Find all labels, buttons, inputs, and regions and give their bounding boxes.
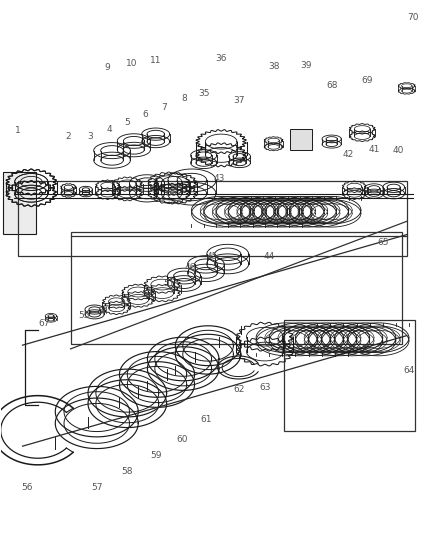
Text: 6: 6 (142, 110, 148, 119)
Text: 7: 7 (162, 102, 167, 111)
Text: 63: 63 (259, 383, 271, 392)
Text: 10: 10 (126, 59, 138, 68)
Text: 38: 38 (268, 62, 279, 71)
Text: 61: 61 (200, 415, 212, 424)
Text: 69: 69 (362, 76, 373, 85)
Text: 51: 51 (163, 279, 174, 288)
Text: 67: 67 (39, 319, 50, 328)
Text: 3: 3 (87, 132, 93, 141)
Text: 2: 2 (66, 132, 71, 141)
Text: 58: 58 (122, 467, 133, 475)
Text: 4: 4 (107, 125, 113, 134)
FancyBboxPatch shape (3, 172, 35, 233)
Text: 55: 55 (78, 311, 89, 320)
Text: 36: 36 (215, 54, 227, 62)
Text: 64: 64 (403, 366, 415, 375)
Text: 40: 40 (392, 146, 404, 155)
Text: 37: 37 (233, 96, 244, 105)
Text: 8: 8 (181, 94, 187, 103)
Text: 45: 45 (207, 253, 218, 261)
Text: 5: 5 (124, 118, 130, 127)
Bar (71, 232, 403, 344)
Text: 70: 70 (407, 13, 419, 22)
Text: 53: 53 (120, 296, 131, 305)
Text: 54: 54 (98, 307, 109, 316)
Text: 35: 35 (198, 89, 209, 98)
Text: 59: 59 (150, 451, 162, 460)
Text: 62: 62 (233, 385, 244, 394)
Text: 39: 39 (300, 61, 312, 70)
FancyBboxPatch shape (290, 130, 312, 150)
Text: 65: 65 (377, 238, 389, 247)
Text: 60: 60 (176, 435, 187, 444)
Text: 1: 1 (15, 126, 21, 135)
Bar (18, 181, 407, 256)
Text: 41: 41 (368, 145, 380, 154)
Text: 57: 57 (91, 482, 102, 491)
Text: 42: 42 (342, 150, 353, 159)
Text: 11: 11 (150, 56, 162, 64)
Text: 9: 9 (105, 63, 110, 71)
Text: 66: 66 (165, 189, 177, 198)
Text: 56: 56 (21, 482, 33, 491)
Bar (285, 320, 416, 431)
Text: 68: 68 (327, 81, 338, 90)
Text: 52: 52 (141, 289, 153, 298)
Text: 44: 44 (264, 253, 275, 261)
Text: 46: 46 (185, 263, 196, 272)
Text: 43: 43 (213, 174, 225, 183)
